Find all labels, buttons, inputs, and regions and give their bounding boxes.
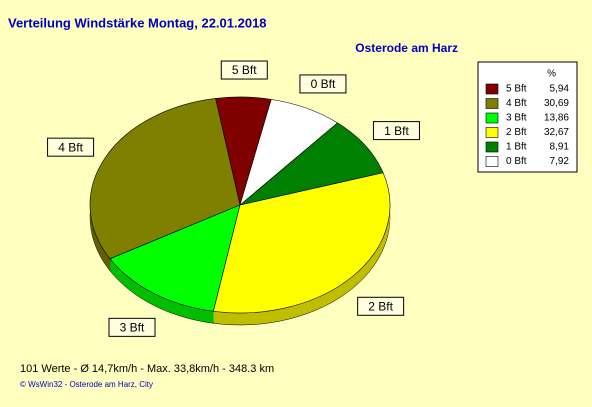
legend-value: 32,67 (544, 127, 569, 138)
pie-slice (239, 122, 384, 206)
legend-swatch (485, 127, 499, 138)
chart-subtitle: Osterode am Harz (355, 41, 458, 55)
legend-header: % (547, 69, 556, 80)
legend-swatch (485, 156, 499, 167)
slice-label-box (299, 74, 347, 94)
legend-swatch (485, 83, 499, 95)
legend-value: 30,69 (544, 98, 569, 109)
slice-label: 5 Bft (232, 63, 257, 77)
legend-value: 7,92 (550, 156, 570, 167)
legend-label: 5 Bft (506, 84, 527, 95)
legend-swatch (485, 141, 499, 153)
slice-label: 1 Bft (384, 124, 409, 138)
slice-label: 0 Bft (311, 77, 336, 91)
legend-swatch (485, 112, 499, 124)
chart-title: Verteilung Windstärke Montag, 22.01.2018 (8, 15, 267, 30)
slice-label: 3 Bft (120, 321, 145, 335)
legend-label: 3 Bft (506, 113, 527, 124)
slice-label: 4 Bft (58, 140, 83, 154)
legend-value: 8,91 (550, 142, 570, 153)
legend-value: 13,86 (544, 113, 569, 124)
slice-label-box (47, 137, 95, 157)
legend-value: 5,94 (550, 84, 570, 95)
legend-label: 0 Bft (506, 156, 527, 167)
legend-label: 4 Bft (506, 98, 527, 109)
slice-label-box (108, 317, 156, 337)
slice-label-box (357, 296, 405, 316)
slice-label-box (220, 60, 268, 80)
pie-slice (213, 172, 391, 314)
footer: 101 Werte - Ø 14,7km/h - Max. 33,8km/h -… (20, 363, 274, 375)
slice-label: 2 Bft (368, 299, 393, 313)
credit: © WsWin32 - Osterode am Harz, City (20, 380, 153, 389)
slice-label-box (372, 121, 420, 141)
pie-slice (109, 204, 241, 312)
legend-swatch (485, 98, 499, 109)
pie-slice (239, 99, 338, 206)
legend-label: 1 Bft (506, 142, 527, 153)
pie-slice (89, 98, 241, 260)
legend-label: 2 Bft (506, 127, 527, 138)
